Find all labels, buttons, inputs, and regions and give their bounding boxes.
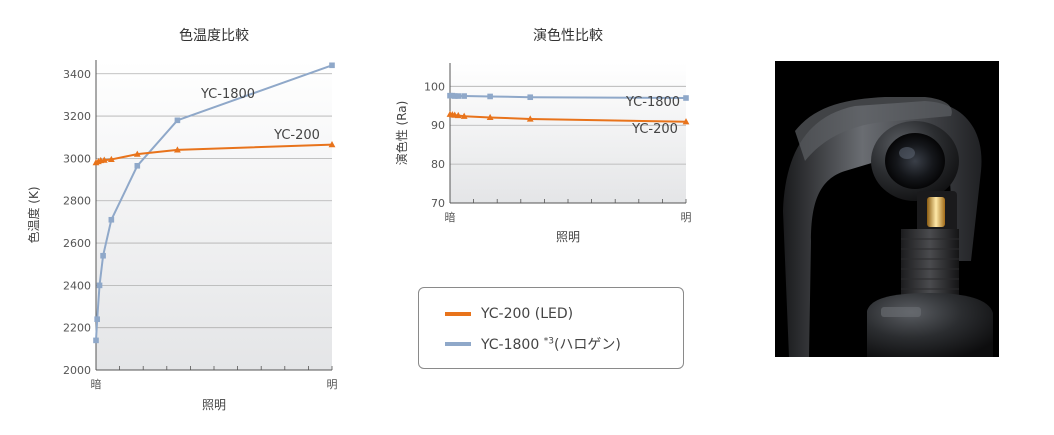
data-point-yc200 [486, 113, 494, 121]
series-layer [446, 92, 690, 125]
halogen-bulb [927, 197, 945, 227]
data-point-yc200 [682, 118, 690, 125]
data-point-yc1800 [329, 62, 335, 69]
data-point-yc1800 [134, 163, 141, 169]
y-axis-label: 色温度 (K) [26, 186, 41, 243]
y-tick-label: 2200 [63, 322, 91, 335]
data-point-yc200 [133, 150, 141, 157]
series-label-yc1800: YC-1800 [625, 95, 680, 110]
data-point-yc1800 [527, 94, 534, 101]
y-tick-labels: 70 80 90 100 [424, 80, 445, 210]
x-tick-label-dark: 暗 [445, 210, 456, 224]
legend-label-tail: (ハロゲン) [553, 337, 621, 353]
data-point-yc200 [454, 111, 462, 119]
series-label-yc200: YC-200 [273, 128, 320, 143]
y-tick-label: 3400 [63, 68, 91, 81]
x-axis-label: 照明 [202, 398, 226, 412]
lens [885, 133, 945, 189]
legend-label-yc1800: YC-1800 *3(ハロゲン) [481, 334, 621, 354]
data-point-yc200 [107, 155, 115, 163]
series-label-yc200: YC-200 [631, 122, 678, 137]
data-point-yc200 [460, 112, 468, 119]
housing-highlight [795, 97, 952, 161]
legend: YC-200 (LED) YC-1800 *3(ハロゲン) [418, 287, 684, 369]
grid-lines [449, 63, 686, 204]
x-minor-ticks [95, 366, 333, 370]
data-point-yc200 [174, 146, 181, 153]
microscope-light-photo [775, 61, 999, 357]
x-tick-label-bright: 明 [681, 211, 692, 224]
y-tick-label: 3000 [63, 152, 91, 165]
x-axis-label: 照明 [556, 230, 580, 244]
data-point-yc1800 [96, 282, 103, 289]
y-tick-label: 70 [431, 197, 445, 210]
y-tick-label: 2800 [63, 195, 91, 208]
y-tick-label: 2400 [63, 279, 91, 292]
lens-glint [899, 147, 915, 159]
legend-label-yc200: YC-200 (LED) [481, 306, 574, 322]
x-tick-label-bright: 明 [327, 378, 338, 391]
post-texture [901, 238, 959, 290]
legend-swatch-yc200 [445, 312, 471, 316]
microscope-illustration [783, 97, 993, 357]
series-line-yc1800 [95, 64, 333, 341]
housing-arm [783, 101, 982, 357]
chart-title: 色温度比較 [179, 27, 249, 44]
series-label-yc1800: YC-1800 [200, 87, 255, 102]
x-tick-label-dark: 暗 [91, 377, 102, 391]
data-point-yc1800 [451, 93, 458, 99]
color-temperature-chart: 色温度比較 2000 2200 2400 2600 2800 3000 3200 3400 暗… [26, 27, 338, 412]
plot-area [96, 60, 332, 370]
data-point-yc1800 [487, 93, 493, 100]
y-tick-label: 100 [424, 80, 445, 93]
light-post [901, 229, 959, 299]
legend-item-yc1800: YC-1800 *3(ハロゲン) [445, 334, 621, 354]
data-point-yc200 [328, 141, 336, 148]
series-layer [92, 62, 336, 344]
chart-title: 演色性比較 [533, 27, 603, 44]
y-tick-label: 2000 [63, 364, 91, 377]
legend-item-yc200: YC-200 (LED) [445, 304, 573, 324]
data-point-yc200 [100, 156, 108, 163]
y-tick-labels: 2000 2200 2400 2600 2800 3000 3200 3400 [63, 68, 91, 377]
data-point-yc1800 [94, 316, 100, 323]
legend-footnote-mark: *3 [543, 336, 554, 347]
y-tick-label: 80 [431, 158, 445, 171]
base-highlight [881, 307, 921, 317]
x-minor-ticks [449, 199, 687, 203]
y-tick-label: 2600 [63, 237, 91, 250]
data-point-yc1800 [461, 93, 467, 99]
data-point-yc1800 [174, 117, 181, 124]
data-point-yc1800 [100, 252, 106, 259]
base [867, 293, 993, 357]
y-tick-label: 90 [431, 119, 445, 132]
data-point-yc1800 [108, 216, 115, 223]
legend-label-main: YC-1800 [481, 337, 544, 353]
data-point-yc1800 [455, 93, 462, 99]
data-point-yc1800 [93, 337, 99, 344]
data-point-yc1800 [683, 95, 689, 101]
y-axis-label: 演色性 (Ra) [394, 101, 409, 166]
y-tick-label: 3200 [63, 110, 91, 123]
legend-swatch-yc1800 [445, 342, 471, 346]
data-point-yc200 [526, 115, 534, 122]
